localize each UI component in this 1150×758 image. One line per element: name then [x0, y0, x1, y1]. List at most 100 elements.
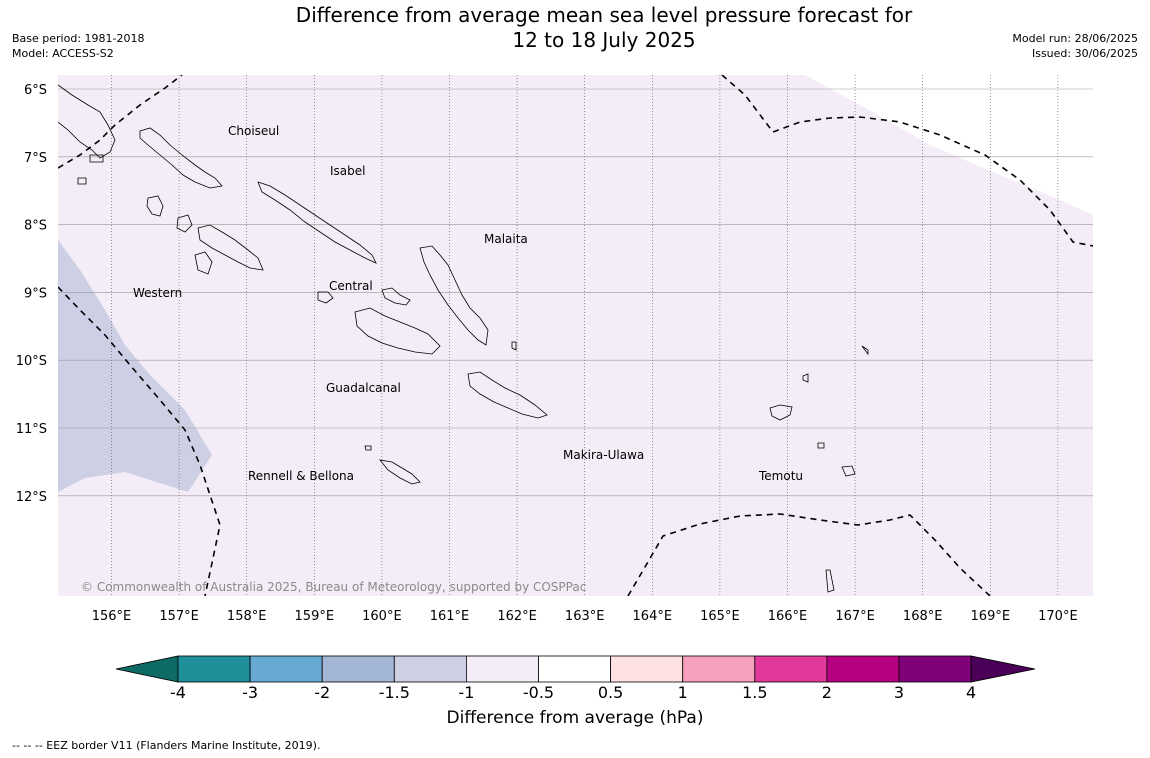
colorbar-tick-label: 1 [677, 683, 688, 702]
title-line-2: 12 to 18 July 2025 [512, 28, 696, 52]
colorbar-segment [826, 655, 900, 683]
lat-tick-label: 10°S [16, 354, 47, 369]
longitude-labels: 156°E 157°E 158°E 159°E 160°E 161°E 162°E 163°E… [92, 609, 1078, 624]
island-utupua [817, 442, 825, 449]
colorbar-segment [177, 655, 251, 683]
colorbar-tick-label: 3 [893, 683, 905, 702]
lon-tick-label: 161°E [430, 609, 470, 624]
eez-border-south-east [627, 513, 991, 596]
lon-tick-label: 165°E [700, 609, 740, 624]
island-rendova [194, 251, 213, 275]
colorbar-high-extend [970, 655, 1036, 683]
eez-borders [58, 75, 1093, 596]
colorbar-tick-label: 0.5 [597, 683, 624, 702]
colorbar-segment [754, 655, 828, 683]
colorbar-low-extend [115, 655, 179, 683]
island-anuta [825, 569, 835, 593]
island-bellona [364, 445, 372, 451]
island-duff [861, 345, 869, 356]
island-reef [802, 373, 809, 383]
island-vella [146, 195, 164, 217]
colorbar-segment [610, 655, 684, 683]
colorbar-segment [538, 655, 611, 683]
lon-tick-label: 168°E [903, 609, 943, 624]
lon-tick-label: 160°E [362, 609, 402, 624]
label-makira-ulawa: Makira-Ulawa [563, 448, 644, 462]
island-kolombangara [176, 214, 193, 233]
map-background [58, 75, 1093, 596]
lon-tick-label: 156°E [92, 609, 132, 624]
island-santa-cruz [769, 404, 793, 421]
colorbar-segment [321, 655, 395, 683]
colorbar-tick-label: -1.5 [378, 683, 410, 702]
model-run: Model run: 28/06/2025 [1012, 32, 1138, 45]
model-name: Model: ACCESS-S2 [12, 47, 114, 60]
lon-tick-label: 170°E [1038, 609, 1078, 624]
lon-tick-label: 157°E [159, 609, 199, 624]
island-small-3 [89, 154, 104, 163]
lon-tick-label: 159°E [295, 609, 335, 624]
islands [58, 84, 869, 593]
island-isabel [257, 181, 377, 264]
latitude-gridlines [58, 88, 1093, 497]
colorbar-tick-label: 2 [821, 683, 832, 702]
region-labels: Choiseul Isabel Malaita Western Central … [133, 124, 803, 483]
map-title: Difference from average mean sea level p… [254, 3, 954, 53]
island-choiseul [139, 127, 223, 189]
island-small-2 [77, 177, 87, 185]
colorbar [115, 655, 1036, 683]
lon-tick-label: 162°E [497, 609, 537, 624]
colorbar-tick-label: -0.5 [522, 683, 555, 702]
lon-tick-label: 166°E [768, 609, 808, 624]
lat-tick-label: 12°S [16, 490, 47, 505]
colorbar-segment [249, 655, 323, 683]
colorbar-tick-label: 1.5 [742, 683, 768, 702]
lon-tick-label: 163°E [565, 609, 605, 624]
colorbar-tick-label: -1 [458, 683, 475, 702]
island-vanikoro [841, 465, 856, 477]
lat-tick-label: 7°S [24, 151, 47, 166]
colorbar-tick-label: -3 [242, 683, 259, 702]
lon-tick-label: 158°E [227, 609, 267, 624]
colorbar-segment [682, 655, 756, 683]
label-rennell-bellona: Rennell & Bellona [248, 469, 354, 483]
colorbar-segment [393, 655, 467, 683]
copyright-notice: © Commonwealth of Australia 2025, Bureau… [81, 580, 587, 594]
label-western: Western [133, 286, 182, 300]
label-choiseul: Choiseul [228, 124, 279, 138]
island-malaita [419, 245, 489, 346]
colorbar-tick-label: -4 [170, 683, 186, 702]
label-malaita: Malaita [484, 232, 528, 246]
colorbar-segment [898, 655, 972, 683]
lat-tick-label: 9°S [24, 286, 47, 301]
lon-tick-label: 167°E [835, 609, 875, 624]
eez-footnote: -- -- -- EEZ border V11 (Flanders Marine… [12, 739, 321, 752]
colorbar-segment [465, 655, 539, 683]
base-period: Base period: 1981-2018 [12, 32, 145, 45]
lat-tick-label: 11°S [16, 422, 47, 437]
lat-tick-label: 6°S [24, 83, 47, 98]
island-guadalcanal [354, 307, 441, 355]
latitude-labels: 6°S 7°S 8°S 9°S 10°S 11°S 12°S [16, 83, 47, 505]
negative-anomaly-region [58, 240, 212, 492]
meta-right: Model run: 28/06/2025 Issued: 30/06/2025 [1012, 31, 1138, 61]
meta-left: Base period: 1981-2018 Model: ACCESS-S2 [12, 31, 144, 61]
colorbar-tick-label: 4 [966, 683, 977, 702]
colorbar-tick-label: -2 [314, 683, 331, 702]
island-rennell [379, 459, 421, 485]
island-bougainville [58, 84, 116, 159]
lon-tick-label: 169°E [971, 609, 1011, 624]
island-russell [317, 291, 334, 304]
island-florida [381, 287, 411, 306]
label-isabel: Isabel [330, 164, 365, 178]
eez-border-north-west [58, 75, 183, 169]
island-small-1 [511, 341, 517, 351]
lon-tick-label: 164°E [633, 609, 673, 624]
label-central: Central [329, 279, 373, 293]
label-temotu: Temotu [758, 469, 803, 483]
lat-tick-label: 8°S [24, 219, 47, 234]
title-line-1: Difference from average mean sea level p… [295, 3, 913, 27]
label-guadalcanal: Guadalcanal [326, 381, 401, 395]
issued-date: Issued: 30/06/2025 [1031, 47, 1138, 60]
